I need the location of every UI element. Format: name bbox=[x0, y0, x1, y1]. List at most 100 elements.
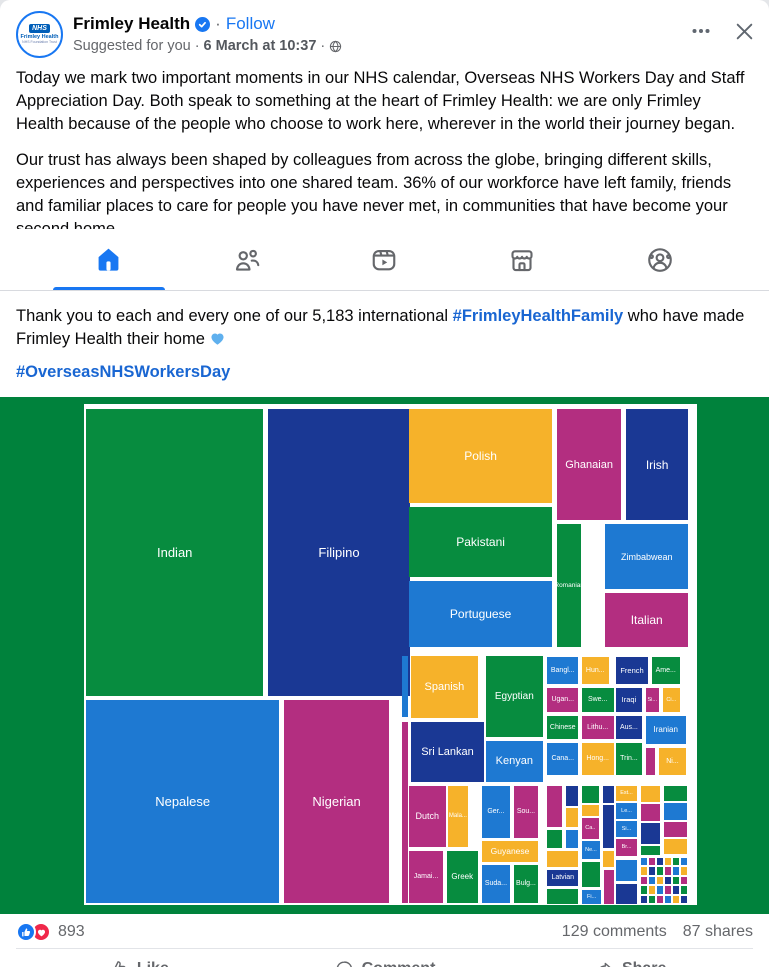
timestamp[interactable]: 6 March at 10:37 bbox=[203, 38, 317, 54]
treemap-tile: Ne... bbox=[581, 840, 601, 859]
treemap-tile: Egyptian bbox=[486, 655, 543, 737]
more-options-icon[interactable] bbox=[690, 20, 712, 42]
treemap-tile: Portuguese bbox=[408, 581, 553, 648]
tab-profile[interactable] bbox=[591, 229, 729, 290]
engagement-counts: 893 129 comments 87 shares bbox=[0, 914, 769, 948]
close-icon[interactable] bbox=[734, 21, 755, 42]
treemap-tile: Pakistani bbox=[408, 507, 553, 578]
treemap-tile bbox=[581, 804, 599, 816]
like-button[interactable]: Like bbox=[16, 949, 262, 967]
treemap-tile: Bangl... bbox=[547, 656, 579, 684]
treemap-tile bbox=[640, 803, 661, 821]
nav-tabbar bbox=[0, 229, 769, 291]
treemap-tile: Nigerian bbox=[283, 699, 390, 903]
home-icon bbox=[98, 248, 119, 271]
treemap-tile bbox=[603, 869, 614, 904]
treemap-tile: Italian bbox=[605, 593, 689, 648]
treemap-tile bbox=[602, 850, 614, 867]
treemap-tile bbox=[547, 850, 579, 867]
treemap-tile: Greek bbox=[446, 850, 478, 903]
like-reaction-icon[interactable] bbox=[16, 922, 36, 942]
post-paragraph-1: Today we mark two important moments in o… bbox=[16, 69, 745, 133]
tab-home[interactable] bbox=[40, 229, 178, 290]
post-paragraph-2: Our trust has always been shaped by coll… bbox=[16, 151, 732, 229]
treemap-tile bbox=[663, 838, 688, 854]
avatar[interactable]: NHS Frimley Health NHS Foundation Trust bbox=[16, 10, 63, 58]
treemap-tile bbox=[581, 785, 599, 803]
treemap-tile: Est... bbox=[616, 785, 637, 801]
treemap-tile: Ghanaian bbox=[557, 409, 621, 521]
treemap-tile: Filipino bbox=[267, 409, 411, 696]
treemap-tile bbox=[645, 747, 656, 775]
post-header: NHS Frimley Health NHS Foundation Trust … bbox=[0, 0, 769, 62]
post-image-treemap[interactable]: Indian Filipino Nepalese Nigerian Polish Ghan… bbox=[0, 397, 769, 914]
comment-button[interactable]: Comment bbox=[262, 949, 508, 967]
treemap-tile bbox=[581, 861, 601, 887]
globe-icon bbox=[330, 40, 342, 52]
treemap-tile: Iranian bbox=[645, 715, 686, 744]
marketplace-icon bbox=[511, 249, 533, 271]
treemap-tile: Indian bbox=[86, 409, 263, 696]
treemap-tile: Si... bbox=[645, 687, 659, 712]
treemap-tile: Ger... bbox=[481, 785, 511, 838]
treemap-tile: Sou... bbox=[513, 785, 539, 838]
treemap-tile: Si... bbox=[616, 820, 637, 837]
profile-icon bbox=[648, 247, 672, 272]
tab-watch[interactable] bbox=[316, 229, 454, 290]
treemap-tile bbox=[602, 804, 614, 848]
action-bar: Like Comment Share bbox=[16, 948, 753, 967]
treemap-tile: Ni... bbox=[658, 747, 686, 775]
treemap-tile: Dutch bbox=[408, 785, 446, 847]
hashtag-frimley-health-family[interactable]: #FrimleyHealthFamily bbox=[452, 307, 624, 325]
treemap-tile bbox=[663, 821, 688, 837]
treemap-tile: Ca.. bbox=[581, 817, 599, 839]
treemap-tile: Br... bbox=[616, 838, 637, 856]
treemap-tile: Hun... bbox=[581, 656, 609, 684]
post-thanks-text: Thank you to each and every one of our 5… bbox=[16, 307, 745, 348]
treemap-tile: Trin... bbox=[616, 742, 642, 775]
watch-video-icon bbox=[373, 249, 396, 270]
reaction-count[interactable]: 893 bbox=[58, 923, 85, 940]
shares-count[interactable]: 87 shares bbox=[682, 923, 753, 940]
friends-icon bbox=[235, 249, 259, 271]
tab-marketplace[interactable] bbox=[453, 229, 591, 290]
suggested-label: Suggested for you bbox=[73, 38, 191, 54]
treemap-tile bbox=[616, 859, 637, 881]
treemap-tile bbox=[547, 829, 563, 848]
treemap-tile: Ci... bbox=[662, 687, 680, 712]
treemap-tile: Le... bbox=[616, 802, 637, 819]
treemap-micro-mosaic bbox=[640, 857, 688, 903]
treemap-tile: Latvian bbox=[547, 869, 579, 886]
comments-count[interactable]: 129 comments bbox=[561, 923, 667, 940]
treemap-tile: Lithu... bbox=[581, 715, 614, 739]
treemap-tile bbox=[640, 822, 661, 844]
treemap-tile bbox=[640, 785, 661, 802]
treemap-tile: Iraqi bbox=[616, 687, 642, 712]
page-name[interactable]: Frimley Health bbox=[73, 14, 191, 33]
tab-friends[interactable] bbox=[178, 229, 316, 290]
treemap-tile: Kenyan bbox=[486, 740, 543, 782]
treemap-tile: Ugan... bbox=[547, 687, 579, 712]
treemap-tile: Cana... bbox=[547, 742, 579, 775]
share-button[interactable]: Share bbox=[507, 949, 753, 967]
separator: · bbox=[215, 14, 221, 33]
nhs-logo: NHS bbox=[29, 24, 50, 33]
treemap-tile: French bbox=[616, 656, 648, 684]
treemap-tile bbox=[565, 785, 579, 806]
blue-heart-emoji bbox=[211, 333, 225, 345]
treemap-tile: Romanian bbox=[557, 524, 582, 648]
treemap-tile bbox=[565, 807, 579, 827]
treemap-tile: Hong... bbox=[581, 742, 614, 775]
comment-bubble-icon bbox=[336, 960, 352, 967]
follow-button[interactable]: Follow bbox=[225, 14, 275, 33]
verified-badge-icon bbox=[195, 16, 211, 32]
treemap-tile bbox=[663, 785, 688, 801]
treemap-tile: Aus... bbox=[616, 715, 642, 739]
treemap-tile: Bulg... bbox=[513, 864, 539, 903]
treemap-tile: Zimbabwean bbox=[605, 524, 689, 590]
hashtag-overseas-nhs-workers-day[interactable]: #OverseasNHSWorkersDay bbox=[16, 363, 231, 381]
treemap-tile bbox=[602, 785, 614, 803]
treemap-tile: Irish bbox=[625, 409, 689, 521]
treemap-tile: Polish bbox=[408, 409, 553, 504]
treemap-tile: Suda... bbox=[481, 864, 511, 903]
